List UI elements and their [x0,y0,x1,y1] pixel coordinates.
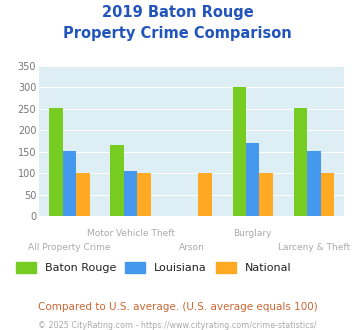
Bar [321,173,334,216]
Bar [233,86,246,216]
Text: All Property Crime: All Property Crime [28,243,111,251]
Bar [198,173,212,216]
Text: 2019 Baton Rouge: 2019 Baton Rouge [102,5,253,20]
Bar [307,151,321,216]
Bar [260,173,273,216]
Bar [246,143,260,216]
Bar [294,108,307,216]
Text: © 2025 CityRating.com - https://www.cityrating.com/crime-statistics/: © 2025 CityRating.com - https://www.city… [38,321,317,330]
Text: Larceny & Theft: Larceny & Theft [278,243,350,251]
Legend: Baton Rouge, Louisiana, National: Baton Rouge, Louisiana, National [16,262,291,273]
Bar [124,171,137,216]
Text: Arson: Arson [179,243,204,251]
Bar [110,145,124,216]
Text: Property Crime Comparison: Property Crime Comparison [63,26,292,41]
Bar [76,173,90,216]
Bar [137,173,151,216]
Text: Burglary: Burglary [234,229,272,238]
Text: Motor Vehicle Theft: Motor Vehicle Theft [87,229,175,238]
Bar [49,108,63,216]
Bar [63,151,76,216]
Text: Compared to U.S. average. (U.S. average equals 100): Compared to U.S. average. (U.S. average … [38,302,317,312]
